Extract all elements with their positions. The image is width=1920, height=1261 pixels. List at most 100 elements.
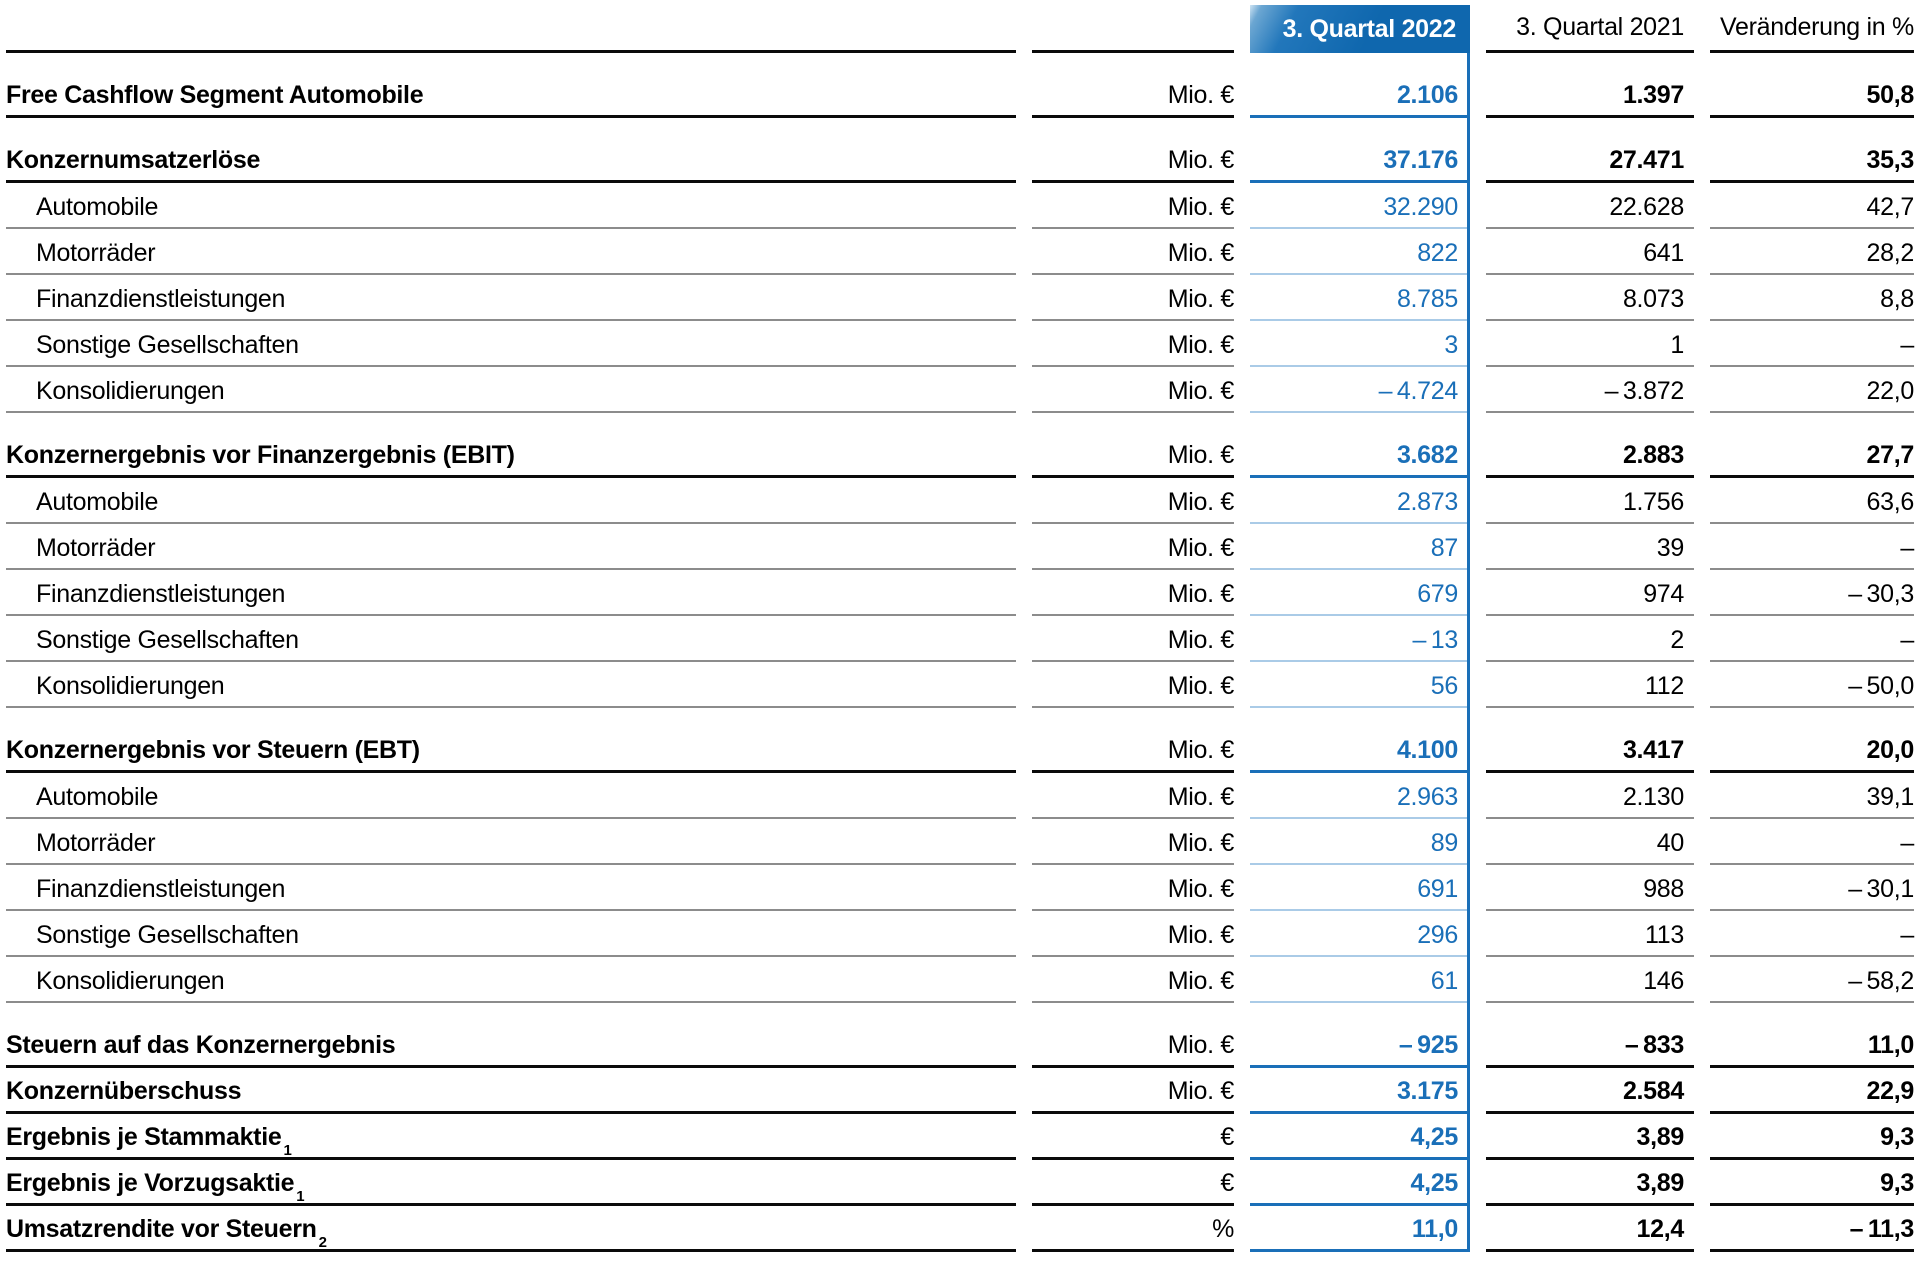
- row-label: Konsolidierungen: [6, 662, 1016, 708]
- value-2022: 2.873: [1250, 478, 1470, 524]
- row-label-text: Ergebnis je Vorzugsaktie: [6, 1168, 295, 1197]
- table-row: Umsatzrendite vor Steuern 2 % 11,0 12,4 –…: [6, 1206, 1914, 1252]
- value-2022: 37.176: [1250, 137, 1470, 183]
- value-change: – 58,2: [1710, 957, 1914, 1003]
- value-2022: 32.290: [1250, 183, 1470, 229]
- row-label: Ergebnis je Vorzugsaktie 1: [6, 1160, 1016, 1206]
- value-2021: 40: [1486, 819, 1694, 865]
- row-label-text: Konsolidierungen: [36, 966, 225, 995]
- unit-cell: Mio. €: [1032, 616, 1234, 662]
- unit-cell: Mio. €: [1032, 137, 1234, 183]
- column-header-2022: 3. Quartal 2022: [1250, 5, 1470, 53]
- value-change: 28,2: [1710, 229, 1914, 275]
- row-label: Finanzdienstleistungen: [6, 275, 1016, 321]
- row-label: Automobile: [6, 183, 1016, 229]
- value-2021: 988: [1486, 865, 1694, 911]
- row-label-text: Finanzdienstleistungen: [36, 284, 286, 313]
- value-2022: 2.963: [1250, 773, 1470, 819]
- value-2022: – 4.724: [1250, 367, 1470, 413]
- unit-cell: Mio. €: [1032, 865, 1234, 911]
- value-2021: 113: [1486, 911, 1694, 957]
- value-2022: 87: [1250, 524, 1470, 570]
- table-row: Automobile Mio. € 2.873 1.756 63,6: [6, 478, 1914, 524]
- unit-cell: Mio. €: [1032, 570, 1234, 616]
- row-label-text: Konzernergebnis vor Finanzergebnis (EBIT…: [6, 440, 515, 469]
- value-2022: – 925: [1250, 1022, 1470, 1068]
- unit-cell: Mio. €: [1032, 275, 1234, 321]
- value-2022: 4,25: [1250, 1114, 1470, 1160]
- row-label-text: Ergebnis je Stammaktie: [6, 1122, 282, 1151]
- value-2021: 8.073: [1486, 275, 1694, 321]
- value-2022: 61: [1250, 957, 1470, 1003]
- row-label: Konzernüberschuss: [6, 1068, 1016, 1114]
- value-change: 9,3: [1710, 1114, 1914, 1160]
- unit-cell: Mio. €: [1032, 321, 1234, 367]
- row-label-text: Automobile: [36, 192, 159, 221]
- value-2022: 4,25: [1250, 1160, 1470, 1206]
- row-label: Finanzdienstleistungen: [6, 570, 1016, 616]
- value-2021: 146: [1486, 957, 1694, 1003]
- row-label: Free Cashflow Segment Automobile: [6, 72, 1016, 118]
- row-label-text: Sonstige Gesellschaften: [36, 625, 299, 654]
- row-label-text: Steuern auf das Konzernergebnis: [6, 1030, 396, 1059]
- unit-cell: Mio. €: [1032, 72, 1234, 118]
- row-label-text: Automobile: [36, 782, 159, 811]
- row-label-text: Konsolidierungen: [36, 671, 225, 700]
- value-change: 20,0: [1710, 727, 1914, 773]
- row-label-text: Sonstige Gesellschaften: [36, 920, 299, 949]
- row-label-text: Finanzdienstleistungen: [36, 579, 286, 608]
- value-2021: 3,89: [1486, 1114, 1694, 1160]
- table-row: Free Cashflow Segment Automobile Mio. € …: [6, 72, 1914, 118]
- unit-cell: Mio. €: [1032, 727, 1234, 773]
- value-change: 9,3: [1710, 1160, 1914, 1206]
- row-label: Konzernergebnis vor Steuern (EBT): [6, 727, 1016, 773]
- table-row: Konsolidierungen Mio. € – 4.724 – 3.872 …: [6, 367, 1914, 413]
- value-2021: 2.883: [1486, 432, 1694, 478]
- value-2021: 641: [1486, 229, 1694, 275]
- table-row: Automobile Mio. € 32.290 22.628 42,7: [6, 183, 1914, 229]
- value-change: 11,0: [1710, 1022, 1914, 1068]
- row-label: Sonstige Gesellschaften: [6, 321, 1016, 367]
- value-2021: 3,89: [1486, 1160, 1694, 1206]
- table-row: Finanzdienstleistungen Mio. € 691 988 – …: [6, 865, 1914, 911]
- row-label-text: Umsatzrendite vor Steuern: [6, 1214, 317, 1243]
- table-row: Ergebnis je Stammaktie 1 € 4,25 3,89 9,3: [6, 1114, 1914, 1160]
- value-2021: – 833: [1486, 1022, 1694, 1068]
- value-change: –: [1710, 819, 1914, 865]
- unit-cell: %: [1032, 1206, 1234, 1252]
- value-2022: – 13: [1250, 616, 1470, 662]
- value-2021: 2: [1486, 616, 1694, 662]
- value-change: – 30,1: [1710, 865, 1914, 911]
- unit-cell: Mio. €: [1032, 183, 1234, 229]
- row-label-text: Motorräder: [36, 238, 156, 267]
- row-label-text: Sonstige Gesellschaften: [36, 330, 299, 359]
- value-change: –: [1710, 524, 1914, 570]
- value-change: 63,6: [1710, 478, 1914, 524]
- value-2022: 2.106: [1250, 72, 1470, 118]
- row-label-text: Motorräder: [36, 533, 156, 562]
- unit-cell: Mio. €: [1032, 478, 1234, 524]
- value-2021: 22.628: [1486, 183, 1694, 229]
- row-label-text: Konzernergebnis vor Steuern (EBT): [6, 735, 420, 764]
- value-2022: 3.175: [1250, 1068, 1470, 1114]
- table-row: Motorräder Mio. € 89 40 –: [6, 819, 1914, 865]
- value-2022: 89: [1250, 819, 1470, 865]
- table-row: Motorräder Mio. € 87 39 –: [6, 524, 1914, 570]
- value-2021: 1.397: [1486, 72, 1694, 118]
- row-label-text: Konzernüberschuss: [6, 1076, 242, 1105]
- row-label-text: Motorräder: [36, 828, 156, 857]
- row-label: Konzernumsatzerlöse: [6, 137, 1016, 183]
- row-label: Finanzdienstleistungen: [6, 865, 1016, 911]
- row-label-text: Finanzdienstleistungen: [36, 874, 286, 903]
- value-2021: – 3.872: [1486, 367, 1694, 413]
- unit-cell: €: [1032, 1114, 1234, 1160]
- unit-cell: Mio. €: [1032, 1022, 1234, 1068]
- unit-cell: Mio. €: [1032, 957, 1234, 1003]
- value-2022: 3: [1250, 321, 1470, 367]
- row-label: Sonstige Gesellschaften: [6, 616, 1016, 662]
- value-2021: 112: [1486, 662, 1694, 708]
- value-2021: 27.471: [1486, 137, 1694, 183]
- unit-cell: €: [1032, 1160, 1234, 1206]
- row-label: Sonstige Gesellschaften: [6, 911, 1016, 957]
